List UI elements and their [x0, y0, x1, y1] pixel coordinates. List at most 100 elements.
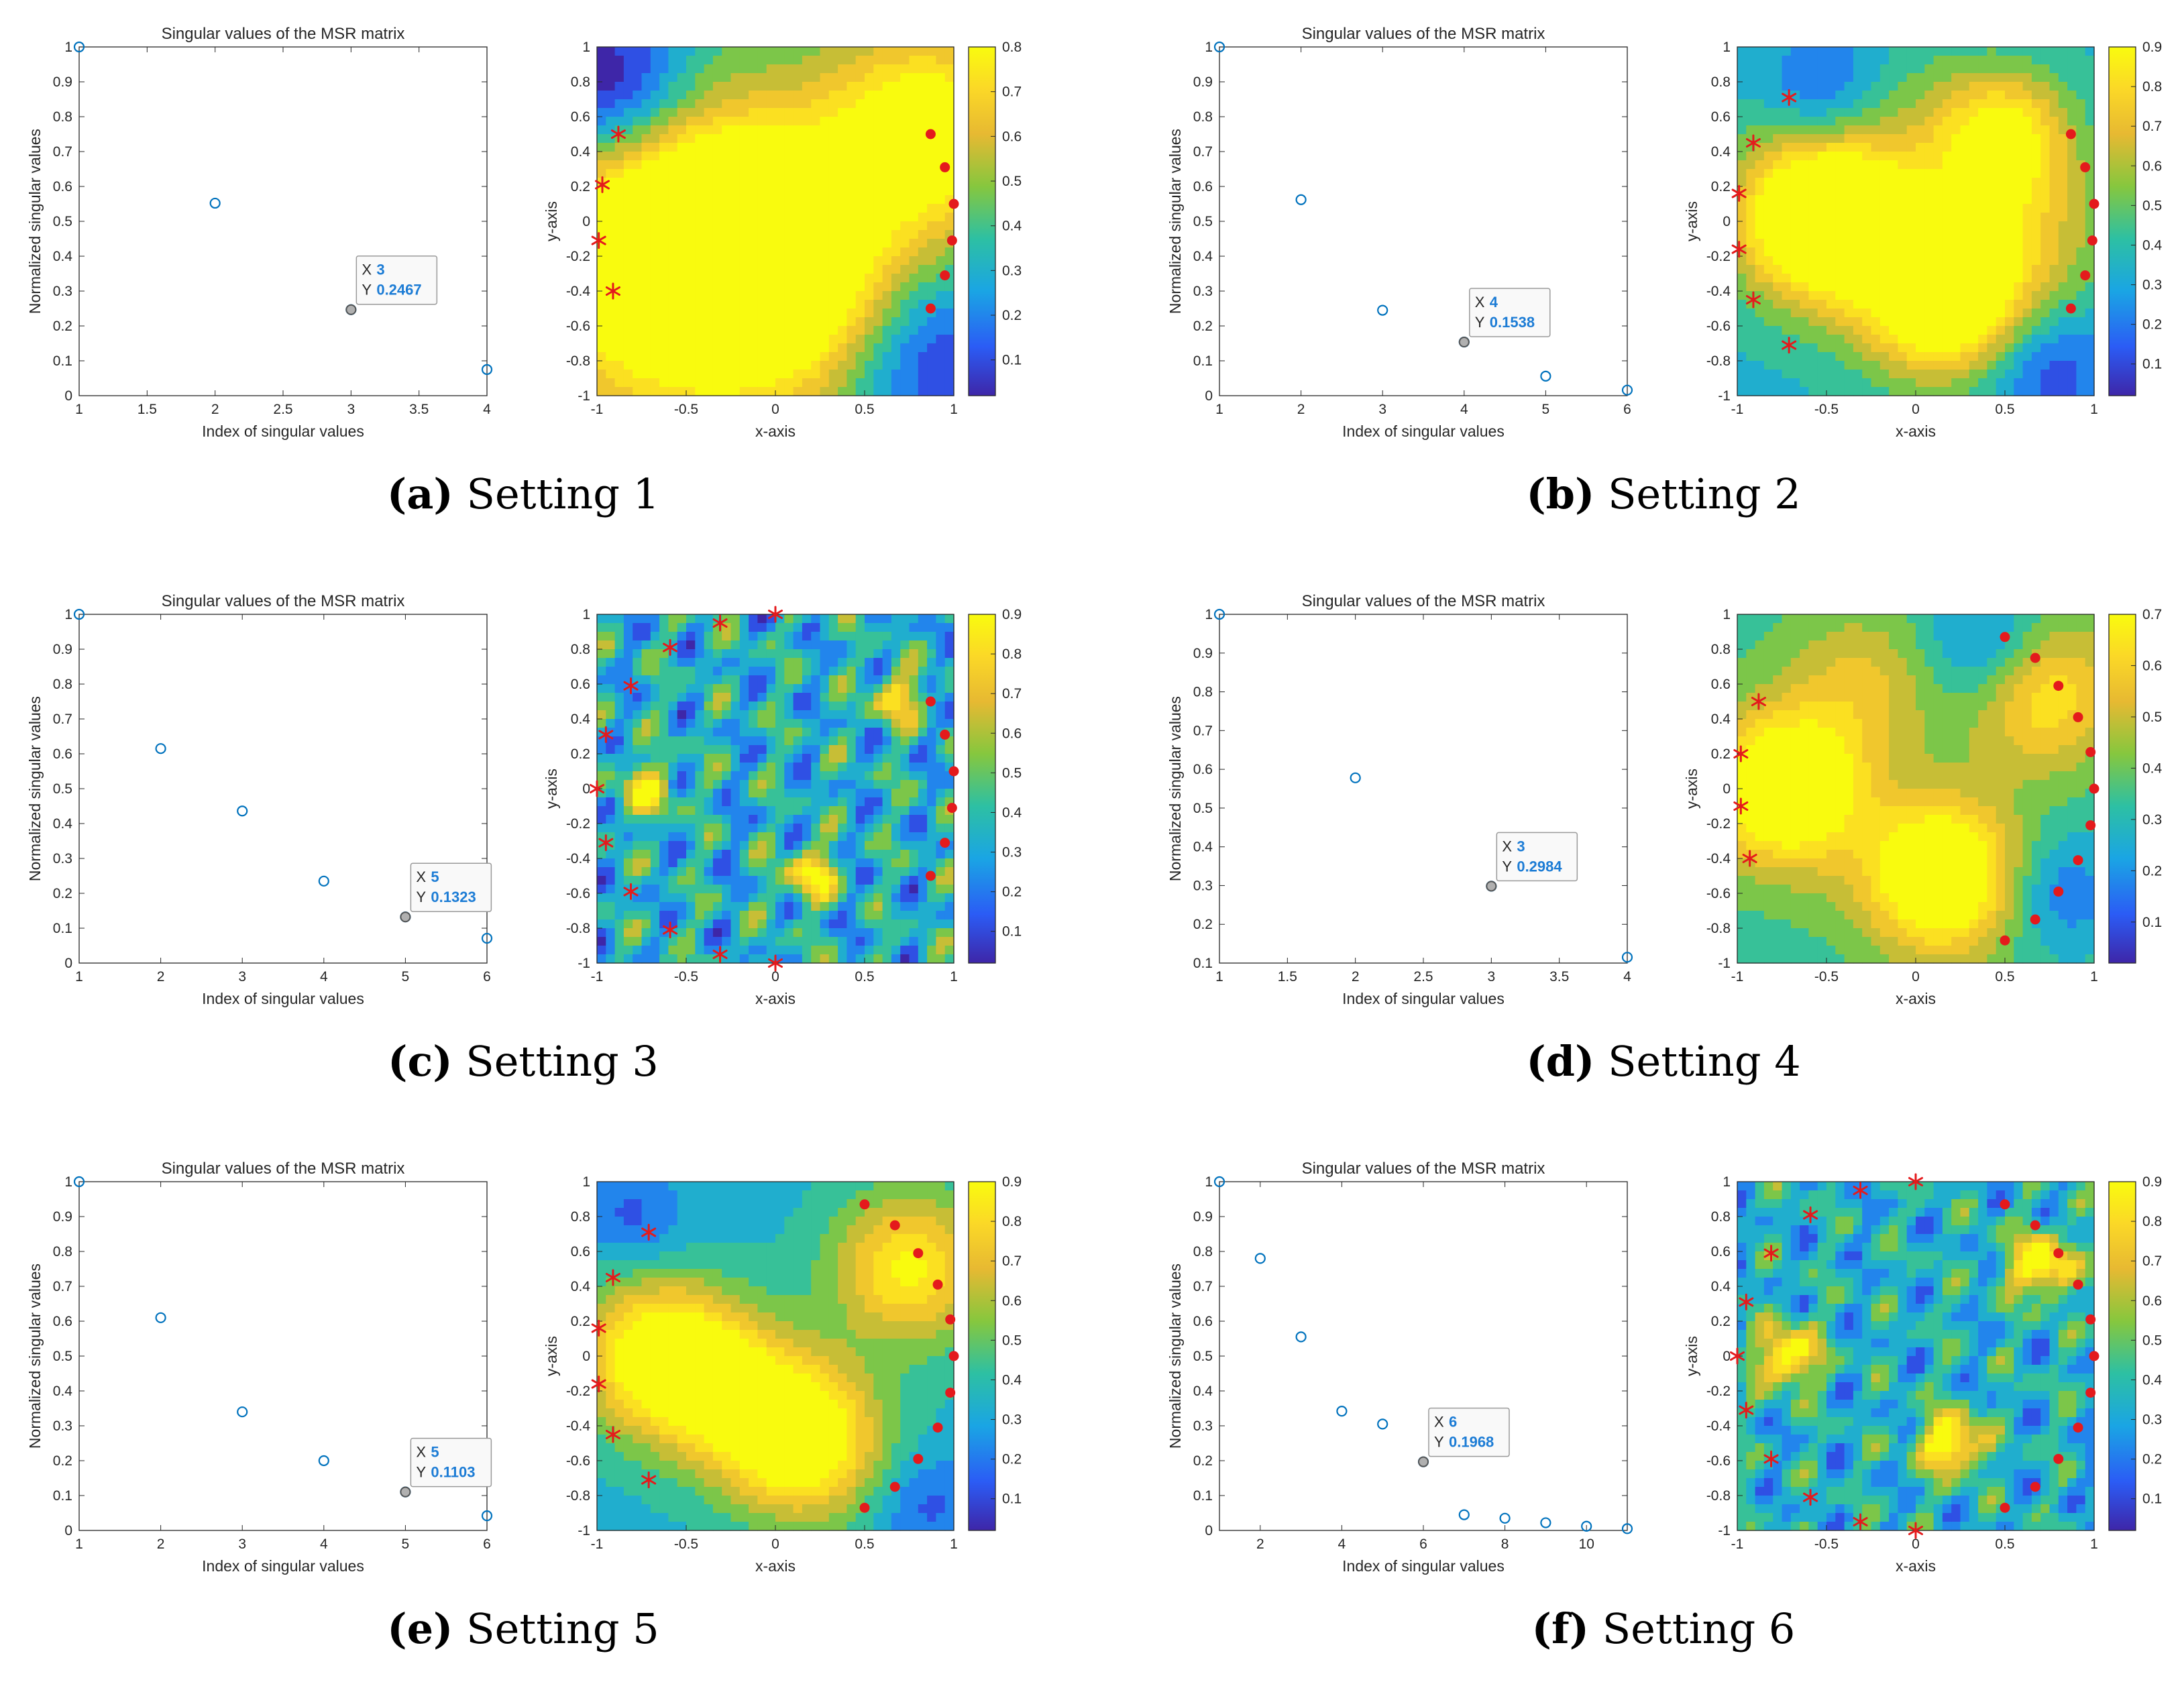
heatmap-cell: [641, 667, 651, 676]
heatmap-cell: [606, 387, 616, 396]
heatmap-cell: [909, 745, 919, 754]
heatmap-cell: [775, 282, 785, 292]
heatmap-cell: [918, 160, 928, 170]
heatmap-cell: [775, 73, 785, 82]
heatmap-cell: [757, 160, 767, 170]
heatmap-cell: [1844, 326, 1854, 335]
heatmap-cell: [695, 125, 705, 135]
heatmap-cell: [2040, 186, 2051, 196]
data-point: [1540, 370, 1551, 382]
heatmap-cell: [766, 230, 776, 239]
heatmap-cell: [757, 876, 767, 885]
heatmap-cell: [1924, 291, 1934, 300]
heatmap-cell: [633, 300, 643, 309]
heatmap-cell: [659, 885, 669, 894]
heatmap-cell: [927, 47, 936, 56]
heatmap-cell: [1924, 47, 1934, 56]
heatmap-cell: [766, 117, 776, 126]
heatmap-cell: [757, 902, 767, 911]
heatmap-cell: [1862, 152, 1872, 161]
heatmap-cell: [1978, 82, 1987, 91]
heatmap-cell: [677, 361, 687, 370]
heatmap-cell: [739, 771, 749, 781]
heatmap-cell: [944, 675, 954, 685]
heatmap-cell: [1773, 239, 1783, 248]
heatmap-cell: [936, 858, 946, 868]
heatmap-cell: [659, 667, 669, 676]
heatmap-cell: [1826, 221, 1836, 231]
heatmap-cell: [802, 876, 812, 885]
heatmap-cell: [1844, 91, 1854, 100]
heatmap-cell: [793, 178, 803, 187]
heatmap-cell: [936, 850, 946, 859]
y-tick-label: 0.3: [53, 851, 72, 866]
heatmap-cell: [936, 745, 946, 754]
heatmap-cell: [1906, 378, 1916, 388]
heatmap-cell: [686, 134, 696, 144]
heatmap-cell: [1835, 204, 1845, 213]
heatmap-cell: [2067, 91, 2077, 100]
heatmap-cell: [873, 684, 883, 693]
heatmap-cell: [739, 282, 749, 292]
heatmap-cell: [873, 213, 883, 222]
heatmap-cell: [597, 282, 606, 292]
heatmap-cell: [1755, 387, 1765, 396]
heatmap-cell: [641, 274, 651, 283]
heatmap-cell: [659, 160, 669, 170]
heatmap-cell: [1933, 99, 1943, 109]
heatmap-cell: [855, 771, 865, 781]
heatmap-cell: [891, 649, 901, 659]
heatmap-cell: [704, 763, 714, 772]
heatmap-cell: [828, 667, 838, 676]
heatmap-cell: [802, 693, 812, 702]
heatmap-cell: [891, 291, 901, 300]
heatmap-cell: [828, 745, 838, 754]
heatmap-cell: [802, 125, 812, 135]
heatmap-cell: [597, 640, 606, 650]
heatmap-cell: [927, 667, 936, 676]
heatmap-cell: [712, 335, 722, 344]
heatmap-cell: [722, 186, 732, 196]
heatmap-cell: [2049, 239, 2059, 248]
heatmap-cell: [606, 780, 616, 789]
heatmap-cell: [909, 265, 919, 274]
heatmap-cell: [749, 745, 758, 754]
heatmap-cell: [757, 326, 767, 335]
heatmap-cell: [927, 806, 936, 816]
heatmap-cell: [1960, 387, 1970, 396]
heatmap-cell: [2085, 178, 2095, 187]
heatmap-cell: [1933, 56, 1943, 65]
heatmap-cell: [1790, 117, 1800, 126]
heatmap-cell: [1916, 309, 1925, 318]
heatmap-cell: [2022, 82, 2032, 91]
heatmap-cell: [1844, 309, 1854, 318]
heatmap-cell: [1924, 160, 1934, 170]
heatmap-cell: [918, 99, 928, 109]
y-tick-label: 0.1: [1193, 353, 1213, 369]
heatmap-cell: [909, 213, 919, 222]
heatmap-cell: [722, 82, 732, 91]
heatmap-cell: [712, 256, 722, 266]
heatmap-cell: [668, 230, 678, 239]
heatmap-cell: [695, 108, 705, 117]
heatmap-cell: [722, 125, 732, 135]
heatmap-cell: [677, 195, 687, 205]
heatmap-cell: [722, 370, 732, 379]
heatmap-cell: [766, 265, 776, 274]
heatmap-cell: [2058, 91, 2068, 100]
heatmap-cell: [597, 256, 606, 266]
heatmap-cell: [677, 247, 687, 257]
heatmap-cell: [749, 867, 758, 877]
heatmap-cell: [1898, 186, 1908, 196]
heatmap-cell: [730, 919, 741, 929]
heatmap-cell: [659, 378, 669, 388]
datatip-x-value: 3: [376, 262, 384, 278]
heatmap-cell: [909, 91, 919, 100]
x-tick-label: -0.5: [1814, 402, 1839, 417]
heatmap-cell: [695, 885, 705, 894]
heatmap-cell: [633, 911, 643, 920]
heatmap-cell: [1969, 221, 1979, 231]
heatmap-cell: [855, 195, 865, 205]
heatmap-cell: [1790, 370, 1800, 379]
heatmap-cell: [1763, 91, 1773, 100]
